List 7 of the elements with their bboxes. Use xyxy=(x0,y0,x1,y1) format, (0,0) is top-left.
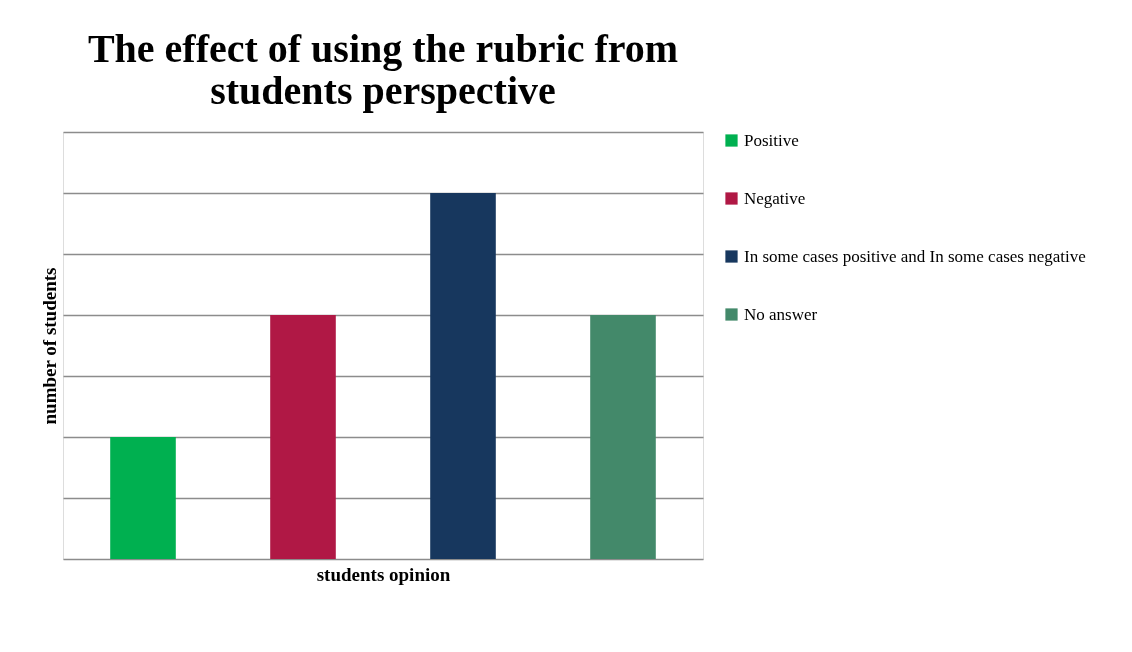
legend-label: Negative xyxy=(744,188,806,208)
y-axis-title: number of students xyxy=(38,267,60,425)
x-axis-title: students opinion xyxy=(316,563,451,585)
legend-label: No answer xyxy=(744,304,818,324)
legend-label: In some cases positive and In some cases negative xyxy=(744,246,1086,266)
legend-label: Positive xyxy=(744,130,799,150)
chart-title: The effect of using the rubric from students perspective xyxy=(87,26,679,113)
